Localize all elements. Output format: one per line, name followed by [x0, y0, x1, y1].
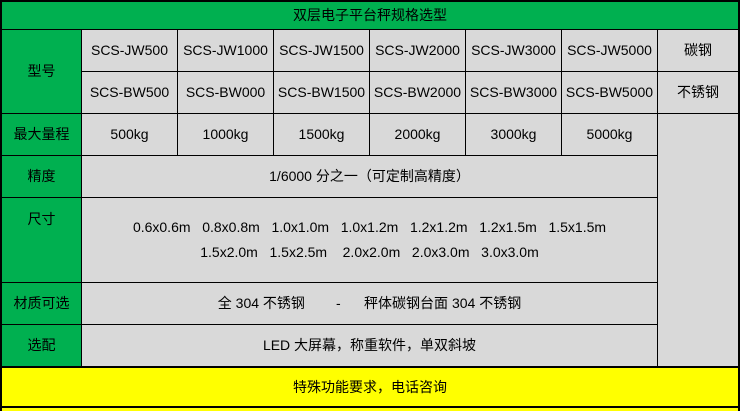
model-bw-cell: SCS-BW2000 — [370, 72, 465, 113]
spec-table: 双层电子平台秤规格选型 型号 SCS-JW500 SCS-JW1000 SCS-… — [0, 0, 740, 368]
optional-value: LED 大屏幕，称重软件，单双斜坡 — [82, 325, 657, 366]
capacity-cell: 5000kg — [562, 114, 657, 155]
material-value: 全 304 不锈钢 - 秤体碳钢台面 304 不锈钢 — [82, 283, 657, 324]
right-empty-cell — [658, 114, 738, 366]
model-jw-cell: SCS-JW5000 — [562, 30, 657, 71]
material-type-stainless-steel: 不锈钢 — [658, 72, 738, 113]
capacity-cell: 500kg — [82, 114, 177, 155]
row-label-model: 型号 — [2, 30, 81, 113]
footer-banner-divider — [0, 406, 740, 408]
model-bw-cell: SCS-BW1500 — [274, 72, 369, 113]
dimensions-line-2: 1.5x2.0m 1.5x2.5m 2.0x2.0m 2.0x3.0m 3.0x… — [200, 244, 539, 260]
dimensions-value: 0.6x0.6m 0.8x0.8m 1.0x1.0m 1.0x1.2m 1.2x… — [82, 198, 657, 282]
row-label-capacity: 最大量程 — [2, 114, 81, 155]
dimensions-line-1: 0.6x0.6m 0.8x0.8m 1.0x1.0m 1.0x1.2m 1.2x… — [132, 219, 607, 236]
model-jw-cell: SCS-JW500 — [82, 30, 177, 71]
material-type-carbon-steel: 碳钢 — [658, 30, 738, 71]
capacity-cell: 3000kg — [466, 114, 561, 155]
capacity-cell: 2000kg — [370, 114, 465, 155]
model-jw-cell: SCS-JW1500 — [274, 30, 369, 71]
model-bw-cell: SCS-BW500 — [82, 72, 177, 113]
footer-banner: 特殊功能要求，电话咨询 — [0, 368, 740, 411]
table-title: 双层电子平台秤规格选型 — [2, 2, 738, 29]
capacity-cell: 1000kg — [178, 114, 273, 155]
row-label-material: 材质可选 — [2, 283, 81, 324]
model-jw-cell: SCS-JW3000 — [466, 30, 561, 71]
model-jw-cell: SCS-JW1000 — [178, 30, 273, 71]
row-label-dimensions: 尺寸 — [2, 198, 81, 282]
model-jw-cell: SCS-JW2000 — [370, 30, 465, 71]
precision-value: 1/6000 分之一（可定制高精度） — [82, 156, 657, 197]
model-bw-cell: SCS-BW000 — [178, 72, 273, 113]
row-label-precision: 精度 — [2, 156, 81, 197]
footer-banner-text: 特殊功能要求，电话咨询 — [293, 378, 447, 395]
model-bw-cell: SCS-BW5000 — [562, 72, 657, 113]
capacity-cell: 1500kg — [274, 114, 369, 155]
row-label-optional: 选配 — [2, 325, 81, 366]
model-bw-cell: SCS-BW3000 — [466, 72, 561, 113]
